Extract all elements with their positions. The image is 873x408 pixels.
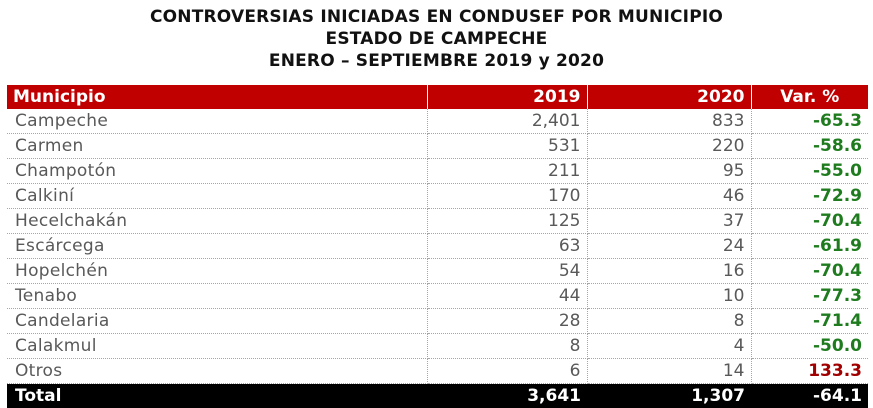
cell-var: 133.3 — [751, 359, 868, 384]
cell-municipio: Calkiní — [7, 184, 427, 209]
cell-2020: 95 — [587, 159, 751, 184]
header-var: Var. % — [751, 85, 868, 109]
cell-var: -50.0 — [751, 334, 868, 359]
header-row: Municipio 2019 2020 Var. % — [7, 85, 868, 109]
cell-2019: 44 — [427, 284, 587, 309]
cell-2019: 211 — [427, 159, 587, 184]
cell-2020: 8 — [587, 309, 751, 334]
cell-municipio: Calakmul — [7, 334, 427, 359]
cell-municipio: Hopelchén — [7, 259, 427, 284]
cell-2020: 10 — [587, 284, 751, 309]
cell-var: -71.4 — [751, 309, 868, 334]
table-header: Municipio 2019 2020 Var. % — [7, 85, 868, 109]
title-line-3: ENERO – SEPTIEMBRE 2019 y 2020 — [0, 50, 873, 72]
cell-municipio: Carmen — [7, 134, 427, 159]
cell-2020: 16 — [587, 259, 751, 284]
cell-municipio: Candelaria — [7, 309, 427, 334]
header-2020: 2020 — [587, 85, 751, 109]
header-2019: 2019 — [427, 85, 587, 109]
cell-municipio: Tenabo — [7, 284, 427, 309]
total-var: -64.1 — [751, 384, 868, 408]
cell-2019: 63 — [427, 234, 587, 259]
title-line-1: CONTROVERSIAS INICIADAS EN CONDUSEF POR … — [0, 6, 873, 28]
total-2020: 1,307 — [587, 384, 751, 408]
cell-2020: 24 — [587, 234, 751, 259]
title-block: CONTROVERSIAS INICIADAS EN CONDUSEF POR … — [0, 6, 873, 72]
title-line-2: ESTADO DE CAMPECHE — [0, 28, 873, 50]
cell-2020: 220 — [587, 134, 751, 159]
total-2019: 3,641 — [427, 384, 587, 408]
cell-2019: 170 — [427, 184, 587, 209]
cell-2020: 833 — [587, 109, 751, 134]
cell-var: -77.3 — [751, 284, 868, 309]
cell-2019: 531 — [427, 134, 587, 159]
cell-2020: 4 — [587, 334, 751, 359]
header-municipio: Municipio — [7, 85, 427, 109]
cell-2020: 37 — [587, 209, 751, 234]
cell-2019: 125 — [427, 209, 587, 234]
cell-var: -70.4 — [751, 259, 868, 284]
cell-var: -65.3 — [751, 109, 868, 134]
cell-2019: 28 — [427, 309, 587, 334]
cell-2020: 46 — [587, 184, 751, 209]
cell-municipio: Otros — [7, 359, 427, 384]
cell-2019: 6 — [427, 359, 587, 384]
cell-municipio: Hecelchakán — [7, 209, 427, 234]
table-footer: Total 3,641 1,307 -64.1 — [7, 384, 868, 408]
cell-municipio: Campeche — [7, 109, 427, 134]
cell-2019: 8 — [427, 334, 587, 359]
cell-2019: 2,401 — [427, 109, 587, 134]
cell-2019: 54 — [427, 259, 587, 284]
cell-2020: 14 — [587, 359, 751, 384]
cell-var: -61.9 — [751, 234, 868, 259]
total-label: Total — [7, 384, 427, 408]
cell-var: -72.9 — [751, 184, 868, 209]
cell-var: -55.0 — [751, 159, 868, 184]
cell-var: -70.4 — [751, 209, 868, 234]
cell-municipio: Champotón — [7, 159, 427, 184]
total-row: Total 3,641 1,307 -64.1 — [7, 384, 868, 408]
cell-var: -58.6 — [751, 134, 868, 159]
cell-municipio: Escárcega — [7, 234, 427, 259]
